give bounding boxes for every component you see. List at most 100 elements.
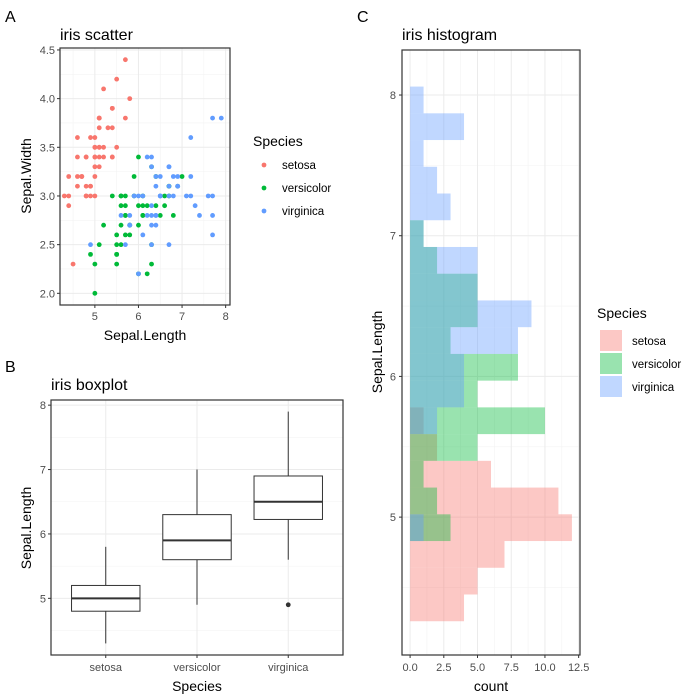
scatter-point-virginica [153, 213, 159, 218]
scatter-legend-title: Species [253, 133, 303, 149]
scatter-point-versicolor [149, 261, 154, 267]
histogram-bar-virginica [410, 327, 518, 354]
scatter-point-setosa [101, 154, 106, 160]
histogram-bar-versicolor [410, 273, 478, 301]
scatter-point-versicolor [153, 203, 159, 209]
boxplot-panel: iris boxplot 5 6 7 8 setosa versicolor virgini… [18, 377, 344, 694]
scatter-point-versicolor [162, 193, 168, 199]
scatter-point-versicolor [136, 154, 141, 160]
scatter-point-versicolor [179, 174, 185, 179]
scatter-point-setosa [96, 154, 102, 160]
scatter-point-virginica [184, 193, 189, 199]
histogram-bar-setosa [410, 487, 559, 515]
histogram-grid [402, 50, 580, 655]
scatter-point-setosa [92, 164, 98, 170]
scatter-point-versicolor [92, 261, 98, 267]
scatter-point-setosa [83, 154, 89, 160]
scatter-x-tick-label: 5 [92, 311, 98, 323]
boxplot-iqr-box [162, 514, 232, 561]
legend-label-virginica: virginica [632, 382, 675, 394]
histogram-bar-versicolor [410, 300, 478, 328]
histogram-bar-virginica [410, 380, 465, 408]
histogram-x-tick-label: 7.5 [504, 662, 519, 674]
scatter-point-versicolor [122, 203, 128, 209]
histogram-x-tick-label: 12.5 [568, 662, 589, 674]
scatter-point-versicolor [127, 232, 133, 238]
histogram-y-tick-label: 6 [390, 371, 396, 383]
histogram-x-tick-label: 0.0 [402, 662, 417, 674]
histogram-bar-virginica [410, 407, 438, 435]
panel-tag-b: B [5, 359, 16, 376]
scatter-point-virginica [210, 213, 215, 218]
scatter-y-tick-label: 2.5 [40, 240, 55, 252]
scatter-point-setosa [83, 193, 89, 199]
legend-label-versicolor: versicolor [632, 359, 681, 371]
histogram-bar-virginica [410, 193, 451, 221]
legend-key-virginica [600, 376, 622, 397]
legend-label-setosa: setosa [632, 336, 666, 348]
scatter-point-setosa [92, 174, 98, 179]
histogram-bar-setosa [410, 541, 505, 568]
scatter-point-versicolor [131, 174, 137, 179]
histogram-bar-setosa [410, 594, 465, 622]
histogram-frame [401, 49, 581, 656]
legend-key-versicolor [600, 353, 622, 374]
scatter-point-virginica [166, 242, 172, 248]
scatter-point-versicolor [114, 251, 120, 257]
scatter-point-virginica [140, 193, 146, 199]
scatter-point-setosa [75, 154, 80, 160]
boxplot-box-versicolor [162, 469, 232, 605]
scatter-grid [60, 48, 230, 305]
scatter-point-virginica [175, 183, 181, 189]
histogram-y-tick-label: 8 [390, 90, 396, 102]
histogram-bar-setosa [410, 460, 491, 488]
scatter-point-versicolor [136, 203, 141, 209]
histogram-ylabel: Sepal.Length [369, 311, 385, 394]
scatter-point-setosa [101, 86, 106, 92]
scatter-point-setosa [61, 193, 67, 199]
histogram-xlabel: count [474, 678, 508, 694]
scatter-point-setosa [101, 144, 106, 150]
scatter-xlabel: Sepal.Length [104, 327, 187, 343]
scatter-point-versicolor [118, 193, 124, 199]
scatter-point-setosa [75, 174, 80, 179]
histogram-bar-setosa [410, 514, 572, 542]
scatter-point-versicolor [162, 203, 168, 209]
scatter-point-versicolor [114, 232, 120, 238]
boxplot-ylabel: Sepal.Length [18, 487, 34, 570]
boxplot-xlabel: Species [172, 678, 222, 694]
scatter-point-setosa [66, 174, 72, 179]
scatter-point-virginica [157, 193, 163, 199]
histogram-bar-versicolor [410, 353, 518, 381]
scatter-point-setosa [70, 261, 76, 267]
scatter-point-versicolor [88, 251, 93, 257]
legend-key-setosa [261, 162, 267, 168]
boxplot-y-tick-label: 8 [40, 400, 46, 412]
histogram-bar-setosa [410, 407, 424, 435]
scatter-point-virginica [166, 183, 172, 189]
boxplot-x-tick-label: versicolor [173, 662, 220, 674]
histogram-axes: 0.0 2.5 5.0 7.5 10.0 12.5 5 6 7 8 [390, 90, 589, 674]
histogram-bar-virginica [410, 113, 465, 141]
histogram-y-tick-label: 5 [390, 512, 396, 524]
legend-key-virginica [261, 208, 267, 214]
scatter-point-setosa [96, 115, 102, 121]
scatter-point-versicolor [136, 222, 141, 228]
histogram-bar-versicolor [410, 460, 424, 488]
boxplot-x-tick-label: virginica [268, 662, 309, 674]
scatter-point-setosa [105, 125, 111, 131]
scatter-point-virginica [170, 193, 176, 199]
scatter-point-versicolor [118, 203, 124, 209]
scatter-point-setosa [114, 76, 120, 82]
scatter-point-virginica [188, 135, 194, 140]
scatter-point-setosa [114, 144, 120, 150]
scatter-point-virginica [153, 183, 159, 189]
scatter-point-virginica [153, 174, 159, 179]
scatter-frame [59, 47, 231, 306]
scatter-panel: iris scatter 5 6 7 8 2.0 2.5 3.0 3.5 4.0 4.5 Sepa… [18, 27, 331, 343]
boxplot-box-setosa [71, 546, 141, 644]
scatter-point-versicolor [144, 271, 150, 277]
scatter-point-virginica [192, 203, 198, 209]
scatter-axes: 5 6 7 8 2.0 2.5 3.0 3.5 4.0 4.5 [40, 45, 229, 323]
